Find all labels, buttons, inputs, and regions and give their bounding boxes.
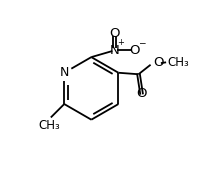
Text: CH₃: CH₃ — [168, 56, 189, 69]
Text: O: O — [136, 87, 147, 100]
Text: O: O — [109, 27, 120, 40]
Text: N: N — [60, 66, 69, 79]
Text: N: N — [110, 44, 119, 57]
Text: CH₃: CH₃ — [38, 119, 60, 132]
Text: O: O — [153, 56, 164, 69]
Text: −: − — [138, 38, 145, 47]
Text: +: + — [118, 38, 124, 47]
Text: O: O — [129, 44, 140, 57]
